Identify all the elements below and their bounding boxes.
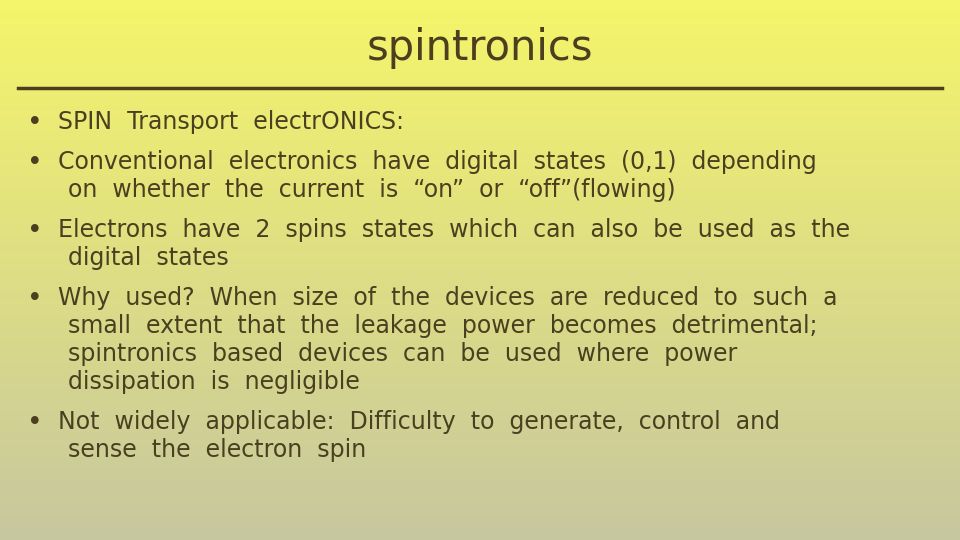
Text: dissipation  is  negligible: dissipation is negligible — [68, 370, 360, 394]
Text: on  whether  the  current  is  “on”  or  “off”(flowing): on whether the current is “on” or “off”(… — [68, 178, 676, 202]
Text: •: • — [27, 286, 43, 312]
Text: digital  states: digital states — [68, 246, 228, 270]
Text: Electrons  have  2  spins  states  which  can  also  be  used  as  the: Electrons have 2 spins states which can … — [58, 218, 851, 242]
Text: •: • — [27, 218, 43, 244]
Text: •: • — [27, 150, 43, 176]
Text: small  extent  that  the  leakage  power  becomes  detrimental;: small extent that the leakage power beco… — [68, 314, 818, 338]
Text: Why  used?  When  size  of  the  devices  are  reduced  to  such  a: Why used? When size of the devices are r… — [58, 286, 837, 310]
Text: SPIN  Transport  electrONICS:: SPIN Transport electrONICS: — [58, 110, 404, 134]
Text: Conventional  electronics  have  digital  states  (0,1)  depending: Conventional electronics have digital st… — [58, 150, 817, 174]
Text: •: • — [27, 410, 43, 436]
Text: •: • — [27, 110, 43, 136]
Text: spintronics  based  devices  can  be  used  where  power: spintronics based devices can be used wh… — [68, 342, 737, 366]
Text: Not  widely  applicable:  Difficulty  to  generate,  control  and: Not widely applicable: Difficulty to gen… — [58, 410, 780, 434]
Text: sense  the  electron  spin: sense the electron spin — [68, 438, 367, 462]
Text: spintronics: spintronics — [367, 27, 593, 69]
